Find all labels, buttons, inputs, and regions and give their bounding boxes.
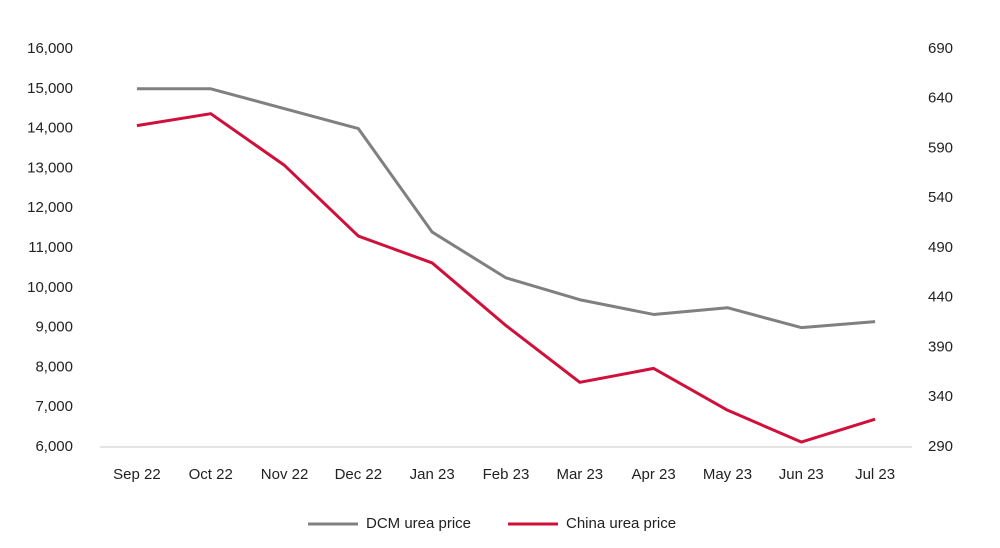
x-tick-label: Nov 22 <box>261 466 309 483</box>
x-tick-label: Jul 23 <box>855 466 895 483</box>
y-tick-label: 11,000 <box>28 239 73 256</box>
y-tick-label: 7,000 <box>35 398 73 415</box>
y2-tick-label: 390 <box>928 338 953 355</box>
y-tick-label: 10,000 <box>27 279 73 296</box>
x-tick-label: Mar 23 <box>556 466 603 483</box>
y-tick-label: 14,000 <box>27 120 73 137</box>
y2-tick-label: 690 <box>928 40 953 57</box>
x-tick-label: Apr 23 <box>632 466 676 483</box>
y-tick-label: 12,000 <box>27 199 73 216</box>
x-tick-label: Jun 23 <box>779 466 824 483</box>
y2-tick-label: 340 <box>928 388 953 405</box>
legend-label: China urea price <box>566 515 676 532</box>
y-tick-label: 13,000 <box>27 159 73 176</box>
y2-tick-label: 640 <box>928 90 953 107</box>
x-tick-label: Oct 22 <box>189 466 233 483</box>
y2-tick-label: 540 <box>928 189 953 206</box>
line-series <box>136 87 876 330</box>
y-tick-label: 6,000 <box>35 438 73 455</box>
y2-tick-label: 490 <box>928 239 953 256</box>
y2-tick-label: 290 <box>928 438 953 455</box>
y-tick-label: 15,000 <box>27 80 73 97</box>
x-tick-label: Dec 22 <box>335 466 383 483</box>
x-tick-label: May 23 <box>703 466 752 483</box>
y2-tick-label: 590 <box>928 139 953 156</box>
y-tick-label: 16,000 <box>27 40 73 57</box>
line-series <box>136 112 876 444</box>
x-tick-label: Feb 23 <box>483 466 530 483</box>
x-tick-label: Jan 23 <box>410 466 455 483</box>
x-tick-label: Sep 22 <box>113 466 161 483</box>
y2-tick-label: 440 <box>928 289 953 306</box>
y-tick-label: 9,000 <box>35 319 73 336</box>
legend-label: DCM urea price <box>366 515 471 532</box>
y-tick-label: 8,000 <box>35 358 73 375</box>
